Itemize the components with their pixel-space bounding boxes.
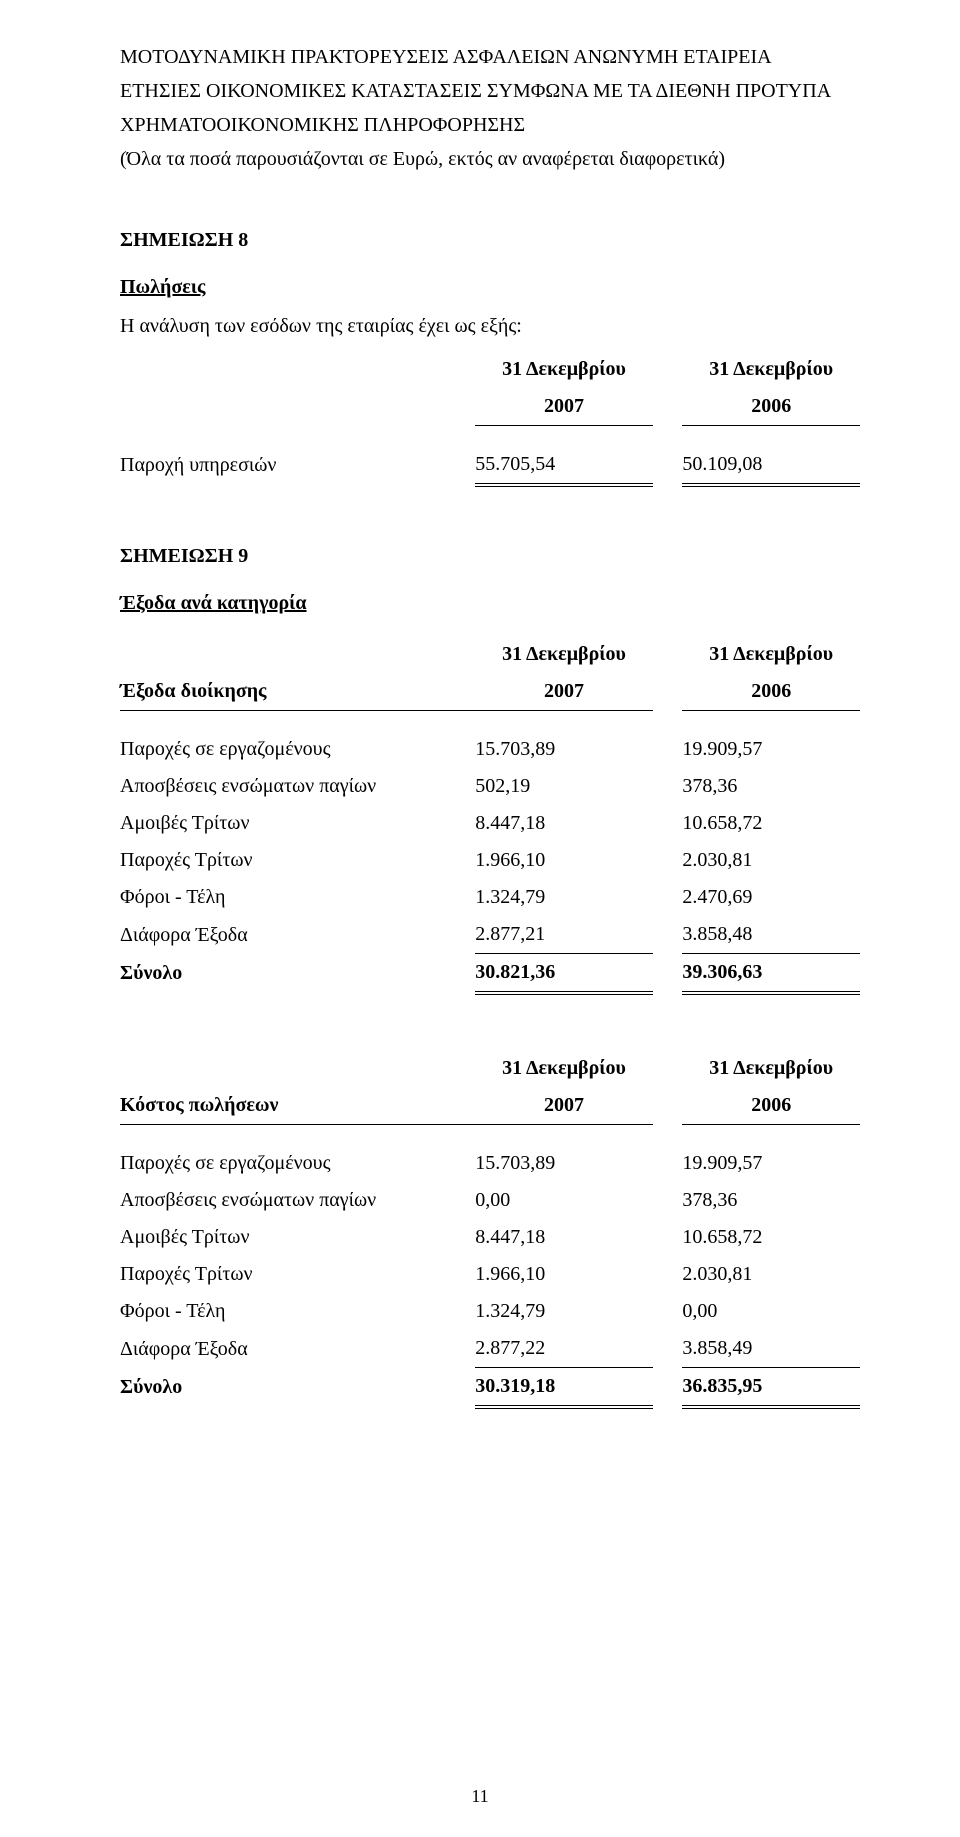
- row-value-2007: 502,19: [475, 768, 653, 805]
- header-line-3: ΧΡΗΜΑΤΟΟΙΚΟΝΟΜΙΚΗΣ ΠΛΗΡΟΦΟΡΗΣΗΣ: [120, 108, 860, 142]
- row-label: Παροχές σε εργαζομένους: [120, 731, 475, 768]
- table-header-row: 31 Δεκεμβρίου 31 Δεκεμβρίου: [120, 351, 860, 388]
- note8-table: 31 Δεκεμβρίου 31 Δεκεμβρίου 2007 2006 Πα…: [120, 351, 860, 492]
- row-value-2006: 50.109,08: [682, 446, 860, 484]
- note9-title: ΣΗΜΕΙΩΣΗ 9: [120, 542, 860, 571]
- table-row: Αποσβέσεις ενσώματων παγίων 502,19 378,3…: [120, 768, 860, 805]
- row-value-2007: 0,00: [475, 1182, 653, 1219]
- table-total-row: Σύνολο 30.821,36 39.306,63: [120, 954, 860, 992]
- row-value-2007: 2.877,22: [475, 1330, 653, 1368]
- row-value-2007: 1.324,79: [475, 1293, 653, 1330]
- col-2007-line2: 2007: [475, 388, 653, 426]
- row-label: Αποσβέσεις ενσώματων παγίων: [120, 768, 475, 805]
- row-value-2006: 378,36: [682, 1182, 860, 1219]
- table-header-row: 2007 2006: [120, 388, 860, 426]
- row-value-2006: 0,00: [682, 1293, 860, 1330]
- header-line-2: ΕΤΗΣΙΕΣ ΟΙΚΟΝΟΜΙΚΕΣ ΚΑΤΑΣΤΑΣΕΙΣ ΣΥΜΦΩΝΑ …: [120, 74, 860, 108]
- total-2007: 30.821,36: [475, 954, 653, 992]
- cogs-label: Κόστος πωλήσεων: [120, 1087, 475, 1125]
- table-row: Αποσβέσεις ενσώματων παγίων 0,00 378,36: [120, 1182, 860, 1219]
- row-label: Παροχές Τρίτων: [120, 1256, 475, 1293]
- table-header-row: Κόστος πωλήσεων 2007 2006: [120, 1087, 860, 1125]
- note9-subtitle: Έξοδα ανά κατηγορία: [120, 589, 860, 618]
- admin-label: Έξοδα διοίκησης: [120, 673, 475, 711]
- table-row: Φόροι - Τέλη 1.324,79 0,00: [120, 1293, 860, 1330]
- row-label: Παροχές σε εργαζομένους: [120, 1145, 475, 1182]
- note8-title: ΣΗΜΕΙΩΣΗ 8: [120, 226, 860, 255]
- col-2007-line2: 2007: [475, 673, 653, 711]
- note9-admin-table: 31 Δεκεμβρίου 31 Δεκεμβρίου Έξοδα διοίκη…: [120, 636, 860, 1000]
- row-value-2007: 1.966,10: [475, 1256, 653, 1293]
- total-2006: 39.306,63: [682, 954, 860, 992]
- total-label: Σύνολο: [120, 954, 475, 992]
- col-2007-line1: 31 Δεκεμβρίου: [475, 1050, 653, 1087]
- table-row: Αμοιβές Τρίτων 8.447,18 10.658,72: [120, 1219, 860, 1256]
- col-2006-line2: 2006: [682, 1087, 860, 1125]
- total-2007: 30.319,18: [475, 1368, 653, 1406]
- table-header-row: 31 Δεκεμβρίου 31 Δεκεμβρίου: [120, 636, 860, 673]
- table-rule-row: [120, 484, 860, 493]
- row-value-2006: 2.030,81: [682, 842, 860, 879]
- total-label: Σύνολο: [120, 1368, 475, 1406]
- note8-intro: Η ανάλυση των εσόδων της εταιρίας έχει ω…: [120, 312, 860, 341]
- row-label: Διάφορα Έξοδα: [120, 1330, 475, 1368]
- row-label: Παροχές Τρίτων: [120, 842, 475, 879]
- row-value-2007: 1.324,79: [475, 879, 653, 916]
- col-2006-line1: 31 Δεκεμβρίου: [682, 351, 860, 388]
- row-value-2007: 2.877,21: [475, 916, 653, 954]
- table-row: Παροχές Τρίτων 1.966,10 2.030,81: [120, 1256, 860, 1293]
- note8-subtitle: Πωλήσεις: [120, 273, 860, 302]
- total-2006: 36.835,95: [682, 1368, 860, 1406]
- row-value-2006: 378,36: [682, 768, 860, 805]
- row-label: Διάφορα Έξοδα: [120, 916, 475, 954]
- row-value-2007: 8.447,18: [475, 1219, 653, 1256]
- header-line-4: (Όλα τα ποσά παρουσιάζονται σε Ευρώ, εκτ…: [120, 142, 860, 176]
- row-label: Αμοιβές Τρίτων: [120, 1219, 475, 1256]
- header-line-1: ΜΟΤΟΔΥΝΑΜΙΚΗ ΠΡΑΚΤΟΡΕΥΣΕΙΣ ΑΣΦΑΛΕΙΩΝ ΑΝΩ…: [120, 40, 860, 74]
- row-value-2006: 2.030,81: [682, 1256, 860, 1293]
- row-value-2006: 19.909,57: [682, 1145, 860, 1182]
- col-2007-line1: 31 Δεκεμβρίου: [475, 636, 653, 673]
- col-2007-line1: 31 Δεκεμβρίου: [475, 351, 653, 388]
- row-value-2007: 15.703,89: [475, 1145, 653, 1182]
- table-total-row: Σύνολο 30.319,18 36.835,95: [120, 1368, 860, 1406]
- row-label: Φόροι - Τέλη: [120, 879, 475, 916]
- row-label: Αποσβέσεις ενσώματων παγίων: [120, 1182, 475, 1219]
- row-label: Παροχή υπηρεσιών: [120, 446, 475, 484]
- table-header-row: Έξοδα διοίκησης 2007 2006: [120, 673, 860, 711]
- table-row: Διάφορα Έξοδα 2.877,21 3.858,48: [120, 916, 860, 954]
- row-value-2006: 10.658,72: [682, 805, 860, 842]
- table-row: Αμοιβές Τρίτων 8.447,18 10.658,72: [120, 805, 860, 842]
- row-value-2007: 55.705,54: [475, 446, 653, 484]
- table-row: Παροχή υπηρεσιών 55.705,54 50.109,08: [120, 446, 860, 484]
- row-label: Φόροι - Τέλη: [120, 1293, 475, 1330]
- col-2007-line2: 2007: [475, 1087, 653, 1125]
- table-rule-row: [120, 992, 860, 1001]
- col-2006-line2: 2006: [682, 388, 860, 426]
- col-2006-line1: 31 Δεκεμβρίου: [682, 636, 860, 673]
- note9-cogs-table: 31 Δεκεμβρίου 31 Δεκεμβρίου Κόστος πωλήσ…: [120, 1050, 860, 1414]
- row-value-2006: 3.858,48: [682, 916, 860, 954]
- table-row: Παροχές Τρίτων 1.966,10 2.030,81: [120, 842, 860, 879]
- row-label: Αμοιβές Τρίτων: [120, 805, 475, 842]
- row-value-2006: 10.658,72: [682, 1219, 860, 1256]
- row-value-2006: 3.858,49: [682, 1330, 860, 1368]
- table-header-row: 31 Δεκεμβρίου 31 Δεκεμβρίου: [120, 1050, 860, 1087]
- table-rule-row: [120, 1406, 860, 1415]
- table-row: Παροχές σε εργαζομένους 15.703,89 19.909…: [120, 731, 860, 768]
- row-value-2007: 15.703,89: [475, 731, 653, 768]
- col-2006-line2: 2006: [682, 673, 860, 711]
- row-value-2007: 1.966,10: [475, 842, 653, 879]
- row-value-2007: 8.447,18: [475, 805, 653, 842]
- page-number: 11: [0, 1783, 960, 1809]
- table-row: Διάφορα Έξοδα 2.877,22 3.858,49: [120, 1330, 860, 1368]
- col-2006-line1: 31 Δεκεμβρίου: [682, 1050, 860, 1087]
- row-value-2006: 19.909,57: [682, 731, 860, 768]
- table-row: Παροχές σε εργαζομένους 15.703,89 19.909…: [120, 1145, 860, 1182]
- table-row: Φόροι - Τέλη 1.324,79 2.470,69: [120, 879, 860, 916]
- row-value-2006: 2.470,69: [682, 879, 860, 916]
